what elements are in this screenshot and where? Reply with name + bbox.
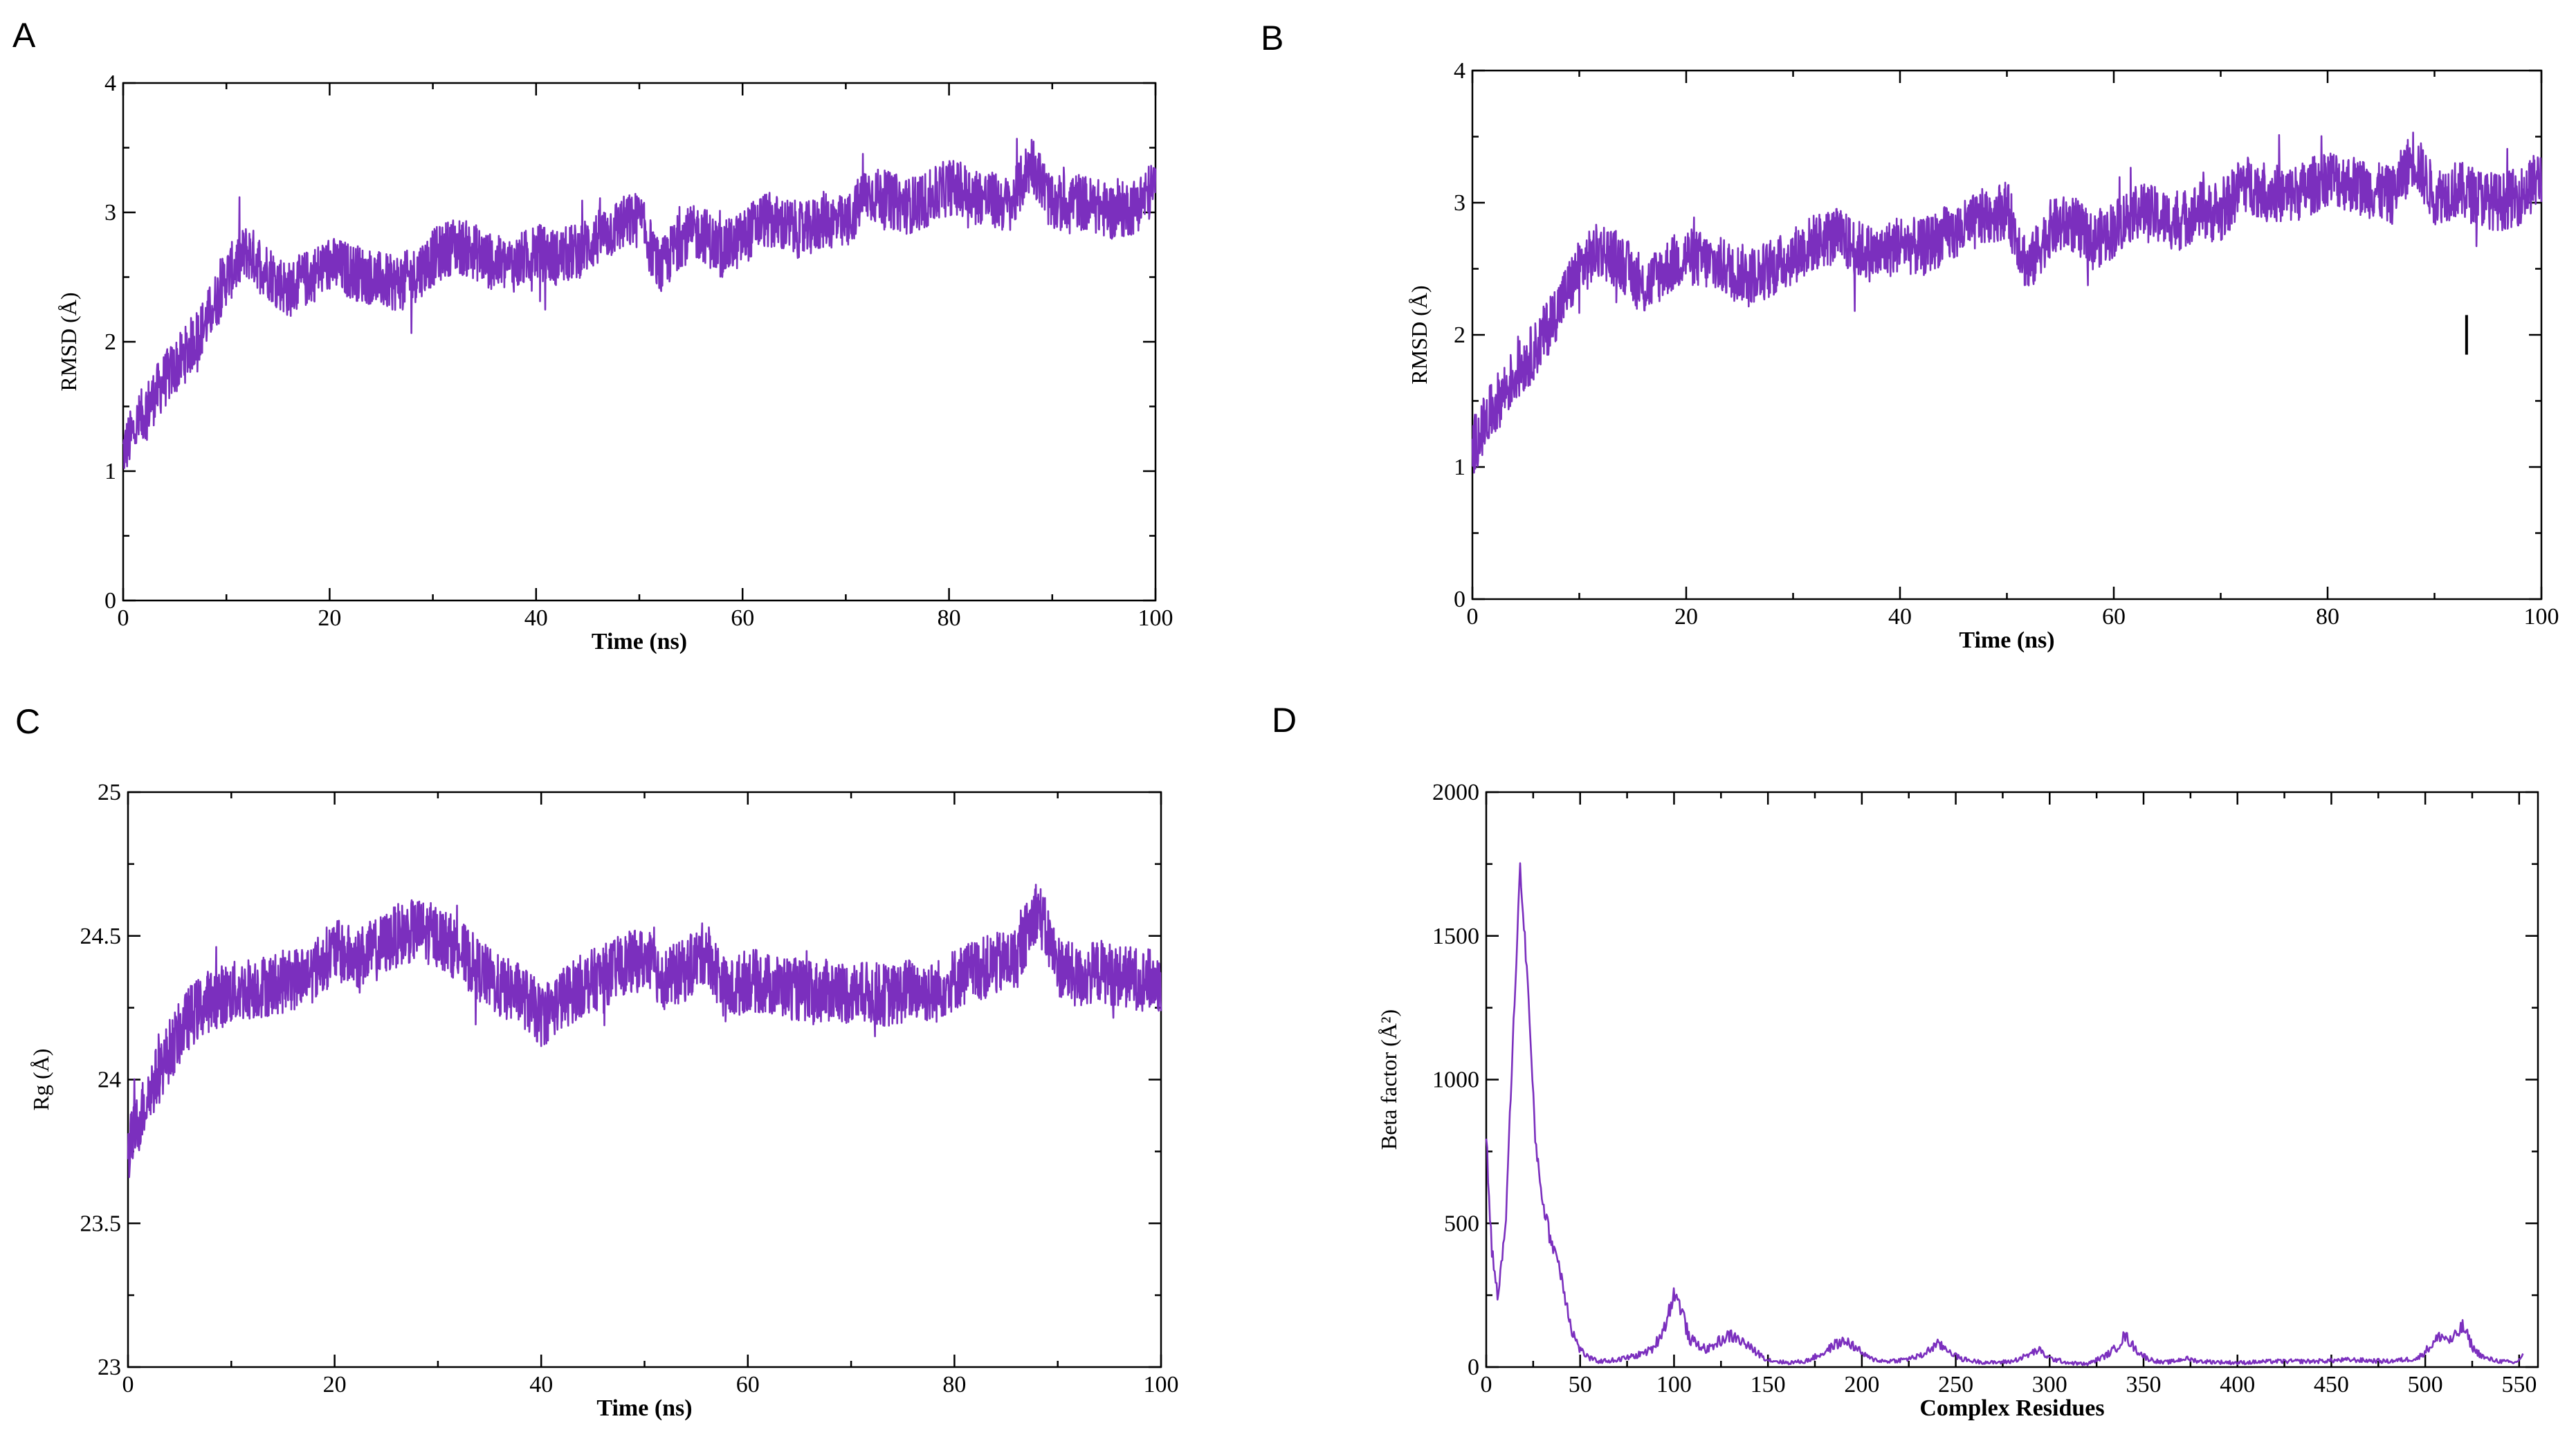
x-tick-label: 80: [938, 605, 961, 631]
panel-letter: C: [15, 702, 40, 741]
x-tick-label: 0: [1467, 604, 1479, 630]
x-tick-label: 450: [2314, 1372, 2349, 1397]
x-tick-label: 20: [1674, 604, 1698, 630]
x-axis-title: Time (ns): [596, 1395, 692, 1421]
y-tick-label: 1500: [1432, 924, 1479, 949]
chart-panel-c: C 0 20 40 60 80 100 23 23.5 24 24.5 25 Time (ns) Rg (…: [15, 702, 1179, 1421]
y-tick-label: 23: [98, 1355, 121, 1380]
x-tick-label: 0: [122, 1372, 134, 1397]
x-axis-title: Time (ns): [592, 629, 687, 654]
y-tick-label: 23.5: [80, 1211, 122, 1236]
x-tick-label: 0: [118, 605, 129, 631]
plot-frame: [122, 82, 1157, 602]
y-tick-label: 1: [104, 459, 116, 484]
x-tick-label: 20: [318, 605, 341, 631]
x-axis-title: Complex Residues: [1919, 1395, 2104, 1421]
y-tick-label: 24.5: [80, 924, 122, 949]
x-tick-label: 100: [1144, 1372, 1179, 1397]
y-axis-title: RMSD (Å): [56, 292, 81, 391]
chart-panel-a: A 0 20 40 60 80 100 0 1 2 3 4 Time (ns) RMSD (Å): [12, 16, 1173, 654]
series-line-rmsd: [1471, 131, 2543, 474]
y-axis-title: Beta factor (Å²): [1376, 1009, 1401, 1150]
y-tick-label: 0: [104, 588, 116, 614]
y-tick-label: 1: [1454, 455, 1465, 480]
series-line-rmsd: [122, 138, 1157, 469]
y-tick-label: 24: [98, 1067, 121, 1093]
y-tick-label: 0: [1454, 587, 1465, 612]
chart-panel-d: D 0 50 100 150 200 250 300 350 400 450 500 550 0 500 10…: [1272, 701, 2539, 1421]
x-tick-label: 40: [1888, 604, 1912, 630]
plot-frame: [1471, 69, 2543, 601]
x-tick-label: 100: [1138, 605, 1173, 631]
y-tick-label: 2: [1454, 322, 1465, 348]
y-tick-label: 3: [1454, 190, 1465, 216]
x-tick-label: 60: [2102, 604, 2126, 630]
x-tick-label: 80: [942, 1372, 966, 1397]
y-tick-label: 0: [1468, 1355, 1479, 1380]
x-tick-label: 0: [1481, 1372, 1492, 1397]
x-tick-label: 60: [736, 1372, 760, 1397]
x-tick-label: 80: [2316, 604, 2339, 630]
y-tick-label: 25: [98, 780, 121, 805]
series-line-rg: [127, 883, 1162, 1178]
y-tick-label: 2: [104, 329, 116, 355]
x-tick-label: 400: [2220, 1372, 2255, 1397]
x-tick-label: 60: [731, 605, 754, 631]
y-tick-label: 500: [1444, 1211, 1479, 1236]
x-tick-label: 100: [2524, 604, 2559, 630]
x-tick-label: 40: [524, 605, 548, 631]
x-tick-label: 500: [2408, 1372, 2443, 1397]
y-tick-label: 4: [1454, 58, 1465, 84]
x-tick-label: 20: [323, 1372, 347, 1397]
y-axis-title: Rg (Å): [28, 1049, 53, 1111]
panel-letter: B: [1261, 19, 1284, 57]
y-axis-title: RMSD (Å): [1407, 285, 1432, 384]
x-tick-label: 40: [529, 1372, 553, 1397]
plot-frame: [127, 791, 1162, 1368]
x-axis-title: Time (ns): [1959, 627, 2054, 653]
x-tick-label: 250: [1938, 1372, 1973, 1397]
x-tick-label: 350: [2126, 1372, 2162, 1397]
panel-letter: A: [12, 16, 36, 55]
x-tick-label: 150: [1751, 1372, 1786, 1397]
y-tick-label: 2000: [1432, 780, 1479, 805]
x-tick-label: 200: [1844, 1372, 1879, 1397]
x-tick-label: 300: [2032, 1372, 2067, 1397]
y-tick-label: 3: [104, 200, 116, 226]
y-tick-label: 4: [104, 71, 116, 96]
chart-panel-b: B 0 20 40 60 80 100 0 1 2 3 4 Time (ns) RMSD (Å): [1261, 19, 2559, 653]
panel-letter: D: [1272, 701, 1297, 740]
plot-frame: [1485, 791, 2539, 1368]
x-tick-label: 50: [1569, 1372, 1592, 1397]
x-tick-label: 100: [1656, 1372, 1692, 1397]
y-tick-label: 1000: [1432, 1067, 1479, 1093]
x-tick-label: 550: [2501, 1372, 2537, 1397]
series-line-beta-factor: [1485, 862, 2524, 1366]
